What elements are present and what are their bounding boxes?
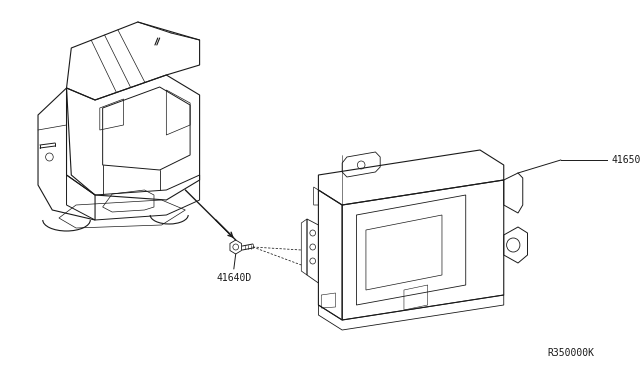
Text: R350000K: R350000K — [547, 348, 594, 358]
Text: 41640D: 41640D — [216, 273, 252, 283]
Text: 41650: 41650 — [611, 155, 640, 165]
